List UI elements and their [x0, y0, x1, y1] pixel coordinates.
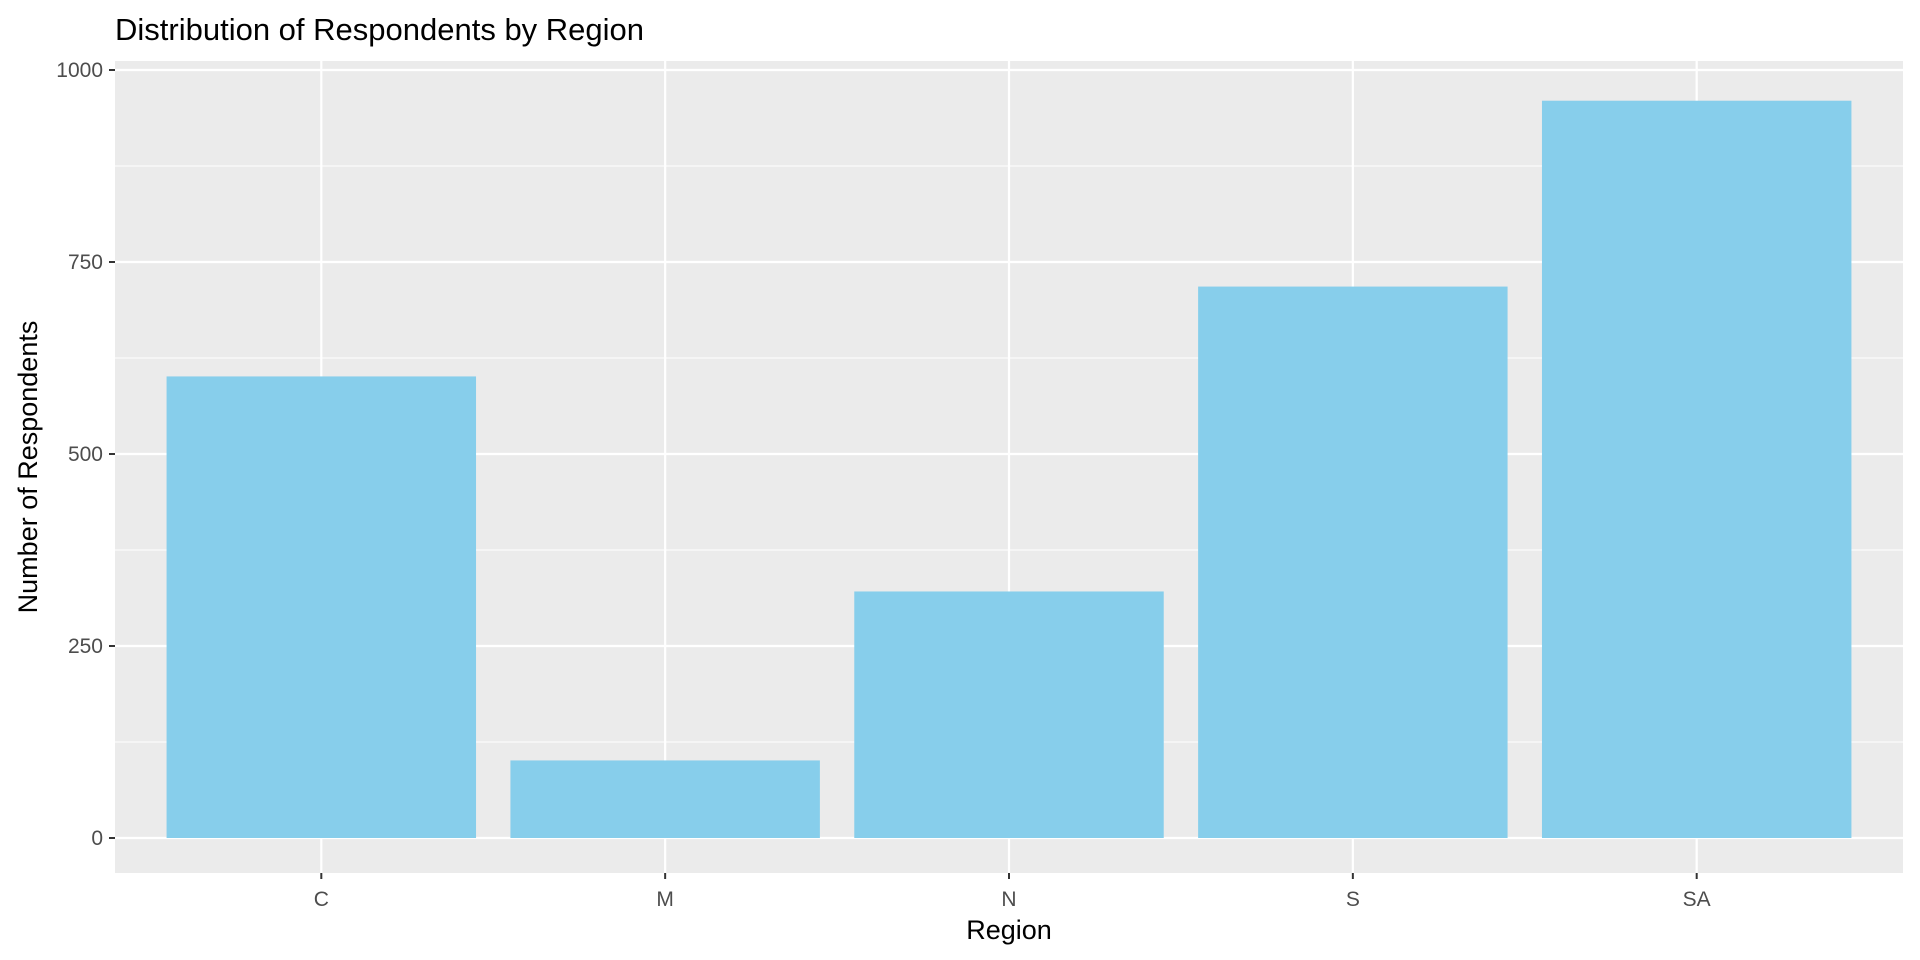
y-axis-title: Number of Respondents	[13, 321, 43, 614]
y-tick-label: 250	[68, 635, 103, 658]
y-tick-label: 500	[68, 443, 103, 466]
chart-title: Distribution of Respondents by Region	[115, 12, 644, 47]
y-tick-label: 1000	[56, 59, 103, 82]
bar-sa	[1541, 100, 1852, 839]
bar-c	[166, 376, 477, 838]
y-tick-label: 750	[68, 251, 103, 274]
x-axis-title: Region	[966, 915, 1052, 945]
y-tick-label: 0	[91, 827, 103, 850]
bar-m	[510, 760, 820, 838]
x-tick-label: N	[1001, 888, 1016, 911]
x-tick-label: C	[314, 888, 329, 911]
y-axis: 0 250 500 750 1000	[56, 59, 115, 850]
bar-s	[1198, 286, 1508, 838]
x-axis: C M N S SA	[314, 873, 1711, 911]
bar-n	[854, 591, 1164, 838]
x-tick-label: SA	[1683, 888, 1711, 911]
x-tick-label: S	[1346, 888, 1360, 911]
bars	[166, 100, 1852, 839]
x-tick-label: M	[656, 888, 674, 911]
